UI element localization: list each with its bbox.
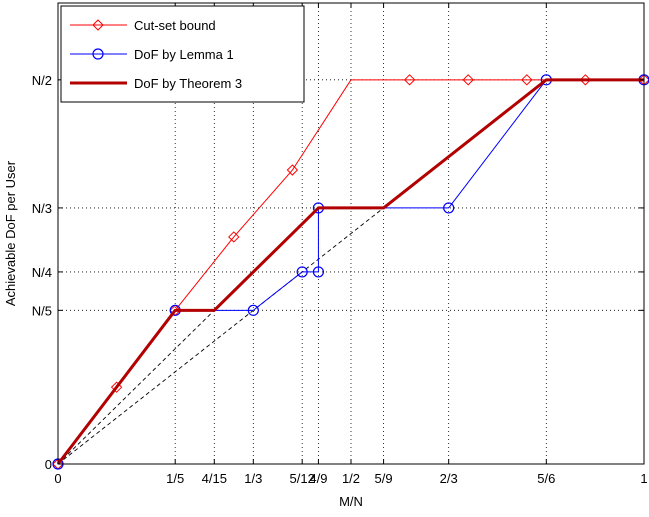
legend-label: Cut-set bound xyxy=(134,18,216,33)
y-tick-label: 0 xyxy=(45,457,52,472)
y-tick-label: N/3 xyxy=(32,201,52,216)
reference-line xyxy=(57,207,384,465)
x-tick-label: 4/9 xyxy=(309,471,327,486)
series-2 xyxy=(56,78,644,465)
data-point xyxy=(312,266,325,278)
data-point xyxy=(286,164,299,176)
series-line xyxy=(56,78,644,465)
data-point xyxy=(110,381,123,393)
x-tick-label: 5/12 xyxy=(290,471,315,486)
x-tick-label: 5/6 xyxy=(537,471,555,486)
legend-item: DoF by Lemma 1 xyxy=(70,47,234,62)
x-tick-label: 1/2 xyxy=(342,471,360,486)
legend: Cut-set bound DoF by Lemma 1 DoF by Theore… xyxy=(60,5,305,103)
data-point xyxy=(403,74,416,86)
legend-label: DoF by Lemma 1 xyxy=(134,47,234,62)
x-tick-label: 1/5 xyxy=(166,471,184,486)
y-tick-label: N/5 xyxy=(32,303,52,318)
data-point xyxy=(247,304,259,316)
data-point xyxy=(579,74,592,86)
data-point xyxy=(443,202,455,214)
x-tick-label: 5/9 xyxy=(375,471,393,486)
x-tick-labels: 0 1/5 4/15 1/3 5/124/9 1/2 5/9 2/3 5/6 1 xyxy=(54,471,647,486)
x-tick-label: 4/15 xyxy=(202,471,227,486)
x-tick-label: 0 xyxy=(54,471,61,486)
x-tick-label: 1/3 xyxy=(244,471,262,486)
legend-label: DoF by Theorem 3 xyxy=(134,76,242,91)
series-layer xyxy=(52,74,649,470)
legend-item: DoF by Theorem 3 xyxy=(70,76,242,91)
data-point xyxy=(521,74,533,86)
data-point xyxy=(296,266,308,278)
legend-marker xyxy=(92,19,104,31)
x-tick-label: 1 xyxy=(640,471,647,486)
x-tick-label: 2/3 xyxy=(440,471,458,486)
y-axis-label: Achievable DoF per User xyxy=(3,160,18,306)
data-point xyxy=(228,231,240,243)
data-point xyxy=(462,74,474,86)
legend-marker xyxy=(92,48,104,60)
y-tick-label: N/2 xyxy=(32,73,52,88)
legend-item: Cut-set bound xyxy=(70,18,216,33)
y-tick-labels: 0 N/5 N/4 N/3 N/2 xyxy=(32,73,52,472)
x-axis-label: M/N xyxy=(339,494,363,509)
y-tick-label: N/4 xyxy=(32,265,52,280)
